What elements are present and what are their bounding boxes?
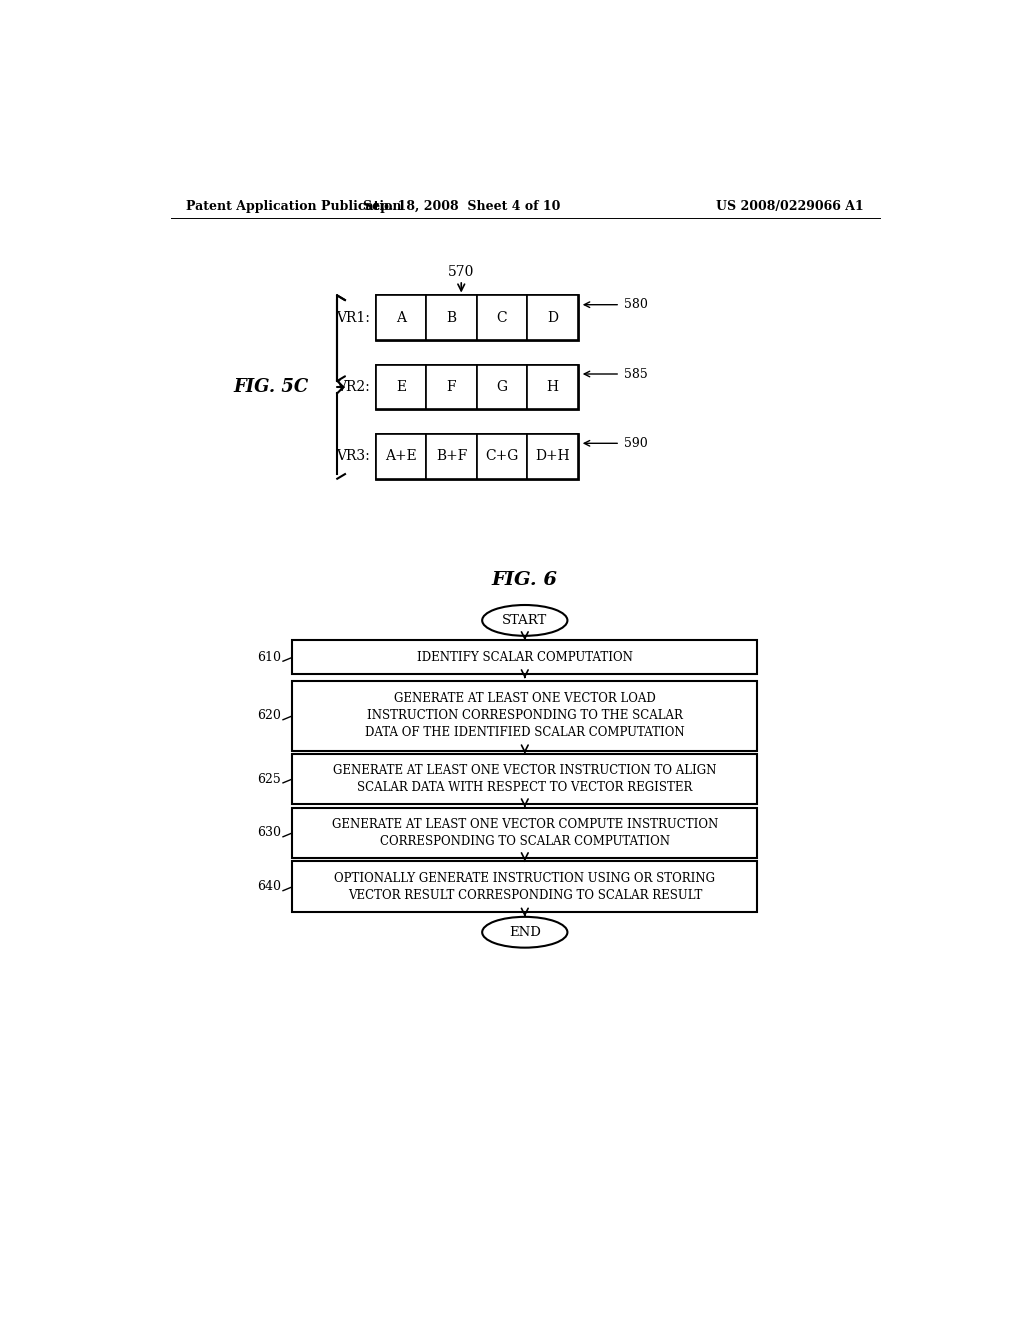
Text: A+E: A+E bbox=[385, 449, 417, 463]
Text: 620: 620 bbox=[257, 709, 281, 722]
Bar bbox=[292, 681, 758, 751]
Bar bbox=[376, 434, 426, 479]
Bar bbox=[376, 296, 578, 341]
Text: VR2:: VR2: bbox=[336, 380, 370, 395]
Bar bbox=[376, 364, 426, 409]
Text: 585: 585 bbox=[624, 367, 648, 380]
Text: FIG. 5C: FIG. 5C bbox=[233, 378, 309, 396]
Text: 625: 625 bbox=[257, 772, 281, 785]
Bar bbox=[376, 296, 426, 341]
Text: START: START bbox=[502, 614, 548, 627]
Bar bbox=[292, 640, 758, 675]
Text: D+H: D+H bbox=[535, 449, 569, 463]
Text: US 2008/0229066 A1: US 2008/0229066 A1 bbox=[717, 199, 864, 213]
Bar bbox=[426, 296, 477, 341]
Text: A: A bbox=[396, 310, 407, 325]
Text: Patent Application Publication: Patent Application Publication bbox=[186, 199, 401, 213]
Bar bbox=[292, 808, 758, 858]
Ellipse shape bbox=[482, 605, 567, 636]
Text: H: H bbox=[547, 380, 558, 395]
Text: 580: 580 bbox=[624, 298, 648, 312]
Text: GENERATE AT LEAST ONE VECTOR INSTRUCTION TO ALIGN
SCALAR DATA WITH RESPECT TO VE: GENERATE AT LEAST ONE VECTOR INSTRUCTION… bbox=[333, 764, 717, 795]
Text: END: END bbox=[509, 925, 541, 939]
Bar bbox=[527, 434, 578, 479]
Text: VR3:: VR3: bbox=[336, 449, 370, 463]
Bar bbox=[376, 364, 578, 409]
Text: Sep. 18, 2008  Sheet 4 of 10: Sep. 18, 2008 Sheet 4 of 10 bbox=[362, 199, 560, 213]
Text: D: D bbox=[547, 310, 558, 325]
Text: 570: 570 bbox=[449, 265, 474, 280]
Bar bbox=[477, 434, 527, 479]
Text: G: G bbox=[497, 380, 508, 395]
Text: FIG. 6: FIG. 6 bbox=[492, 572, 558, 589]
Text: 630: 630 bbox=[257, 826, 281, 840]
Bar bbox=[527, 296, 578, 341]
Text: VR1:: VR1: bbox=[336, 310, 370, 325]
Bar bbox=[477, 296, 527, 341]
Text: B+F: B+F bbox=[436, 449, 467, 463]
Bar bbox=[426, 434, 477, 479]
Bar bbox=[527, 364, 578, 409]
Text: 590: 590 bbox=[624, 437, 648, 450]
Text: C: C bbox=[497, 310, 507, 325]
Text: GENERATE AT LEAST ONE VECTOR COMPUTE INSTRUCTION
CORRESPONDING TO SCALAR COMPUTA: GENERATE AT LEAST ONE VECTOR COMPUTE INS… bbox=[332, 818, 718, 847]
Text: OPTIONALLY GENERATE INSTRUCTION USING OR STORING
VECTOR RESULT CORRESPONDING TO : OPTIONALLY GENERATE INSTRUCTION USING OR… bbox=[334, 871, 716, 902]
Bar bbox=[376, 434, 578, 479]
Text: 640: 640 bbox=[257, 880, 281, 894]
Text: F: F bbox=[446, 380, 457, 395]
Text: E: E bbox=[396, 380, 407, 395]
Bar bbox=[292, 862, 758, 912]
Bar bbox=[426, 364, 477, 409]
Text: C+G: C+G bbox=[485, 449, 518, 463]
Text: 610: 610 bbox=[257, 651, 281, 664]
Text: GENERATE AT LEAST ONE VECTOR LOAD
INSTRUCTION CORRESPONDING TO THE SCALAR
DATA O: GENERATE AT LEAST ONE VECTOR LOAD INSTRU… bbox=[365, 693, 685, 739]
Bar bbox=[477, 364, 527, 409]
Text: B: B bbox=[446, 310, 457, 325]
Bar bbox=[292, 754, 758, 804]
Ellipse shape bbox=[482, 917, 567, 948]
Text: IDENTIFY SCALAR COMPUTATION: IDENTIFY SCALAR COMPUTATION bbox=[417, 651, 633, 664]
